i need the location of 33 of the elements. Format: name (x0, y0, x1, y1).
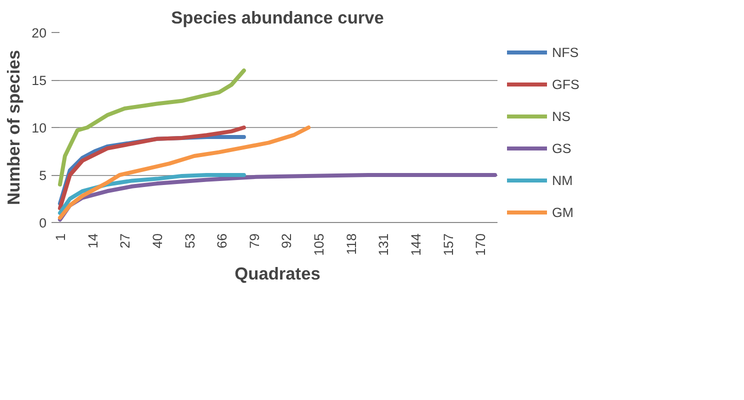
x-tick-label: 27 (118, 233, 133, 248)
y-tick-label: 10 (32, 120, 47, 136)
x-tick-label: 40 (150, 233, 165, 248)
x-tick-label: 157 (440, 233, 456, 256)
legend-label: GM (552, 204, 574, 220)
y-tick-label: 15 (32, 73, 47, 88)
legend-label: NS (552, 108, 572, 124)
chart-title: Species abundance curve (171, 8, 384, 28)
legend-label: NM (552, 172, 573, 188)
x-tick-label: 131 (376, 233, 392, 256)
x-tick-label: 105 (312, 233, 327, 256)
x-tick-label: 144 (408, 232, 424, 256)
y-tick-label: 5 (39, 168, 47, 183)
legend-label: GFS (552, 76, 580, 92)
line-series (58, 126, 246, 210)
legend-label: GS (552, 140, 572, 156)
x-tick-label: 1 (52, 233, 68, 241)
x-tick-label: 66 (214, 233, 230, 248)
x-tick-label: 170 (473, 233, 488, 256)
y-axis-title: Number of species (4, 50, 24, 206)
line-series (58, 68, 246, 186)
x-axis-title: Quadrates (234, 264, 320, 284)
x-tick-label: 14 (85, 232, 100, 248)
x-tick-label: 92 (279, 233, 294, 248)
x-tick-label: 118 (344, 234, 359, 255)
legend-label: NFS (552, 44, 579, 60)
y-tick-label: 0 (39, 216, 47, 230)
y-tick-label: 20 (32, 26, 47, 40)
x-tick-label: 53 (182, 233, 198, 248)
line-series (58, 173, 246, 215)
line-series (58, 126, 311, 220)
x-tick-label: 79 (246, 233, 262, 248)
line-series (58, 173, 498, 222)
